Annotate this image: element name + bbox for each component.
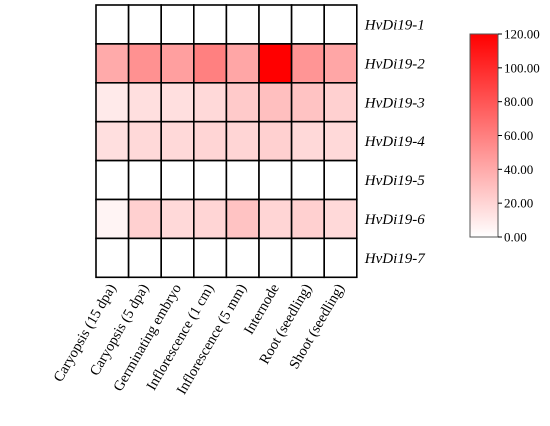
heatmap-cell — [323, 198, 358, 240]
heatmap-cell — [258, 237, 293, 279]
heatmap-cell — [160, 198, 195, 240]
heatmap-cell — [160, 159, 195, 201]
colorbar-tick-label: 20.00 — [504, 196, 533, 211]
heatmap-cell — [258, 198, 293, 240]
heatmap-cell — [193, 4, 228, 45]
heatmap-cell — [160, 43, 195, 84]
heatmap-cell — [127, 120, 163, 162]
heatmap-cell — [225, 198, 260, 240]
heatmap-cell — [258, 82, 293, 123]
heatmap-cell — [160, 120, 195, 162]
heatmap-cell — [95, 120, 130, 162]
colorbar-tick-label: 0.00 — [504, 230, 527, 245]
heatmap-cell — [127, 198, 163, 240]
heatmap-cell — [225, 237, 260, 279]
heatmap-cell — [193, 159, 228, 201]
heatmap-cell — [95, 198, 130, 240]
heatmap-cell — [323, 159, 358, 201]
heatmap-cell — [323, 120, 358, 162]
row-label: HvDi19-7 — [364, 251, 426, 267]
heatmap-cell — [127, 4, 163, 45]
colorbar: 0.00 20.00 40.00 60.00 80.00 100.00 120.00 — [469, 27, 540, 245]
heatmap-cell — [290, 4, 326, 45]
row-labels: HvDi19-1 HvDi19-2 HvDi19-3 HvDi19-4 HvDi19-5… — [364, 17, 426, 266]
heatmap-cell — [323, 4, 358, 45]
heatmap-cell — [258, 43, 293, 84]
colorbar-tick-label: 60.00 — [504, 128, 533, 143]
row-label: HvDi19-2 — [364, 56, 425, 72]
heatmap-cell — [127, 237, 163, 279]
heatmap-cell — [225, 82, 260, 123]
heatmap-cell — [95, 159, 130, 201]
heatmap-cell — [290, 198, 326, 240]
heatmap-cell — [127, 82, 163, 123]
heatmap-cell — [323, 237, 358, 279]
heatmap-cell — [258, 120, 293, 162]
heatmap-cell — [127, 159, 163, 201]
heatmap-cell — [95, 237, 130, 279]
heatmap-cell — [193, 82, 228, 123]
row-label: HvDi19-1 — [364, 17, 425, 33]
heatmap-cell — [160, 4, 195, 45]
heatmap-cell — [323, 82, 358, 123]
heatmap-cell — [160, 82, 195, 123]
row-label: HvDi19-4 — [364, 134, 425, 150]
heatmap-cell — [258, 159, 293, 201]
heatmap-cell — [95, 4, 130, 45]
row-label: HvDi19-3 — [364, 95, 425, 111]
heatmap-cell — [290, 120, 326, 162]
heatmap-cell — [290, 237, 326, 279]
heatmap-cell — [290, 82, 326, 123]
heatmap-cell — [95, 43, 130, 84]
column-labels: Caryopsis (15 dpa)Caryopsis (5 dpa)Germi… — [51, 281, 348, 397]
colorbar-tick-label: 120.00 — [504, 27, 540, 42]
heatmap-cell — [225, 43, 260, 84]
heatmap-cell — [193, 237, 228, 279]
heatmap-cell — [95, 82, 130, 123]
colorbar-tick-label: 40.00 — [504, 162, 533, 177]
heatmap-cell — [258, 4, 293, 45]
heatmap-cell — [225, 159, 260, 201]
heatmap-cell — [193, 43, 228, 84]
colorbar-gradient — [469, 33, 499, 238]
colorbar-tick-label: 100.00 — [504, 60, 540, 75]
row-label: HvDi19-6 — [364, 212, 425, 228]
heatmap-cell — [193, 198, 228, 240]
colorbar-tick-label: 80.00 — [504, 94, 533, 109]
heatmap-cell — [290, 43, 326, 84]
heatmap-cells — [95, 4, 358, 279]
heatmap-cell — [193, 120, 228, 162]
heatmap-cell — [225, 120, 260, 162]
heatmap-cell — [323, 43, 358, 84]
heatmap-cell — [127, 43, 163, 84]
heatmap-cell — [160, 237, 195, 279]
row-label: HvDi19-5 — [364, 173, 425, 189]
heatmap-cell — [225, 4, 260, 45]
heatmap-cell — [290, 159, 326, 201]
